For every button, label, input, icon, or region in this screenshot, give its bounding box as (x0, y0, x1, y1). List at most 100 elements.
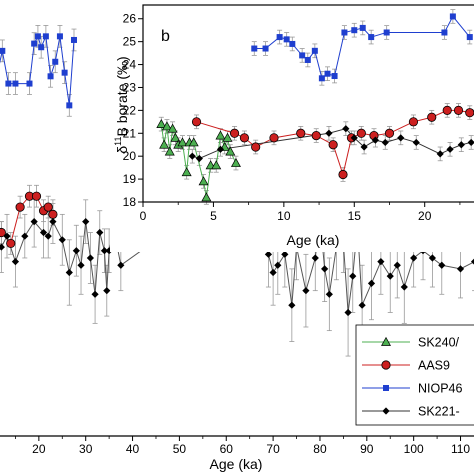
main-x-tick-label: 60 (220, 442, 234, 456)
main-sk221-point (470, 258, 474, 265)
main-aas9-point (6, 238, 16, 249)
inset-sk221-point (216, 145, 225, 153)
inset-sk221-point (360, 143, 368, 151)
inset-sk240-point (156, 118, 167, 128)
inset-sk221-point (195, 154, 203, 163)
inset-niop46-point (359, 24, 366, 31)
inset-sk221-point (371, 136, 380, 144)
inset-sk240-point (198, 176, 209, 186)
main-x-tick-label: 100 (404, 442, 424, 456)
inset-aas9-point (296, 128, 306, 138)
inset-sk221-point (325, 129, 333, 137)
inset-x-tick-label: 15 (348, 209, 362, 223)
main-niop46-point (42, 33, 49, 40)
inset-panel-label: b (161, 28, 170, 45)
inset-sk240-point (170, 132, 181, 142)
inset-sk221-point (397, 134, 405, 142)
main-niop46-point (31, 40, 38, 47)
inset-y-tick-label: 23 (123, 80, 137, 94)
main-sk221-point (281, 250, 289, 258)
inset-sk240-point (164, 146, 175, 156)
inset-aas9-point (269, 133, 279, 143)
main-sk221-point (311, 254, 319, 262)
main-sk221-point (438, 261, 446, 269)
main-series-markers (0, 33, 474, 317)
inset-sk240-point (161, 121, 172, 131)
main-x-tick-label: 20 (32, 442, 46, 456)
main-sk221-point (269, 268, 277, 277)
main-niop46-point (61, 69, 68, 76)
inset-sk240-point (181, 167, 192, 177)
inset-aas9-point (229, 128, 240, 138)
inset-aas9-point (427, 112, 437, 122)
main-niop46-point (66, 102, 73, 109)
main-sk221-point (325, 290, 333, 298)
inset-niop46-point (276, 34, 283, 41)
inset-niop46-point (304, 56, 311, 63)
inset-sk221-point (446, 145, 454, 153)
inset-sk240-point (211, 160, 222, 170)
inset-aas9-point (465, 108, 474, 118)
inset-sk240-point (159, 139, 170, 149)
main-sk221-point (274, 261, 282, 269)
inset-aas9-point (408, 117, 419, 127)
inset-y-tick-label: 22 (123, 103, 137, 117)
main-niop46-point (70, 36, 77, 43)
main-aas9-point (0, 227, 6, 238)
inset-aas9-point (384, 128, 395, 138)
main-sk221-point (344, 308, 352, 317)
main-x-tick-label: 110 (451, 442, 470, 456)
main-sk221-point (3, 232, 11, 240)
inset-niop46-point (449, 13, 456, 20)
main-sk221-point (11, 258, 20, 266)
main-x-tick-label: 40 (126, 442, 140, 456)
main-sk221-point (386, 272, 394, 280)
main-x-axis-title: Age (ka) (210, 456, 263, 472)
inset-panel: 18 19 20 21 22 23 24 25 26 0 5 10 15 20 b Age (ka) δ1… (110, 0, 474, 252)
inset-niop46-point (283, 36, 290, 43)
main-x-tick-label: 90 (360, 442, 374, 456)
main-sk221-point (77, 261, 85, 269)
main-aas9-point (31, 191, 42, 201)
main-sk221-point (39, 228, 48, 237)
main-niop46-point (5, 80, 12, 87)
main-sk221-point (428, 254, 437, 262)
legend-swatch-marker (382, 407, 390, 415)
main-sk221-point (264, 250, 273, 258)
main-niop46-point (34, 33, 41, 40)
main-niop46-point (56, 33, 63, 40)
main-sk221-point (21, 232, 29, 240)
inset-x-tick-label: 10 (277, 209, 291, 223)
legend: SK240/AAS9 NIOP46 SK221- (355, 324, 474, 426)
inset-sk240-point (188, 137, 199, 147)
inset-sk240-point (230, 157, 241, 167)
inset-sk221-point (412, 138, 420, 147)
main-aas9-point (15, 202, 25, 212)
inset-aas9-point (191, 117, 202, 127)
inset-aas9-point (442, 105, 452, 115)
main-aas9-point (43, 202, 53, 212)
main-sk221-point (91, 290, 99, 298)
inset-sk240-point (222, 132, 233, 142)
inset-niop46-point (351, 27, 358, 34)
inset-sk240-point (177, 137, 188, 147)
legend-swatch-marker (381, 336, 391, 346)
legend-label: AAS9 (418, 359, 450, 373)
inset-niop46-point (331, 73, 338, 80)
inset-x-tick-label: 5 (210, 209, 217, 223)
inset-x-tick-label: 0 (140, 209, 147, 223)
main-sk221-point (82, 218, 90, 226)
main-x-tick-label: 50 (173, 442, 187, 456)
main-sk221-point (400, 283, 408, 291)
main-niop46-point (0, 47, 6, 54)
main-x-tick-label: 30 (79, 442, 93, 456)
inset-sk240-point (167, 123, 178, 133)
main-x-tick-label: 80 (313, 442, 327, 456)
main-sk221-point (367, 279, 376, 287)
main-sk221-point (72, 247, 80, 255)
main-niop46-point (47, 73, 54, 80)
inset-sk221-point (188, 152, 196, 160)
inset-sk221-point (436, 150, 444, 158)
inset-niop46-point (318, 75, 325, 82)
